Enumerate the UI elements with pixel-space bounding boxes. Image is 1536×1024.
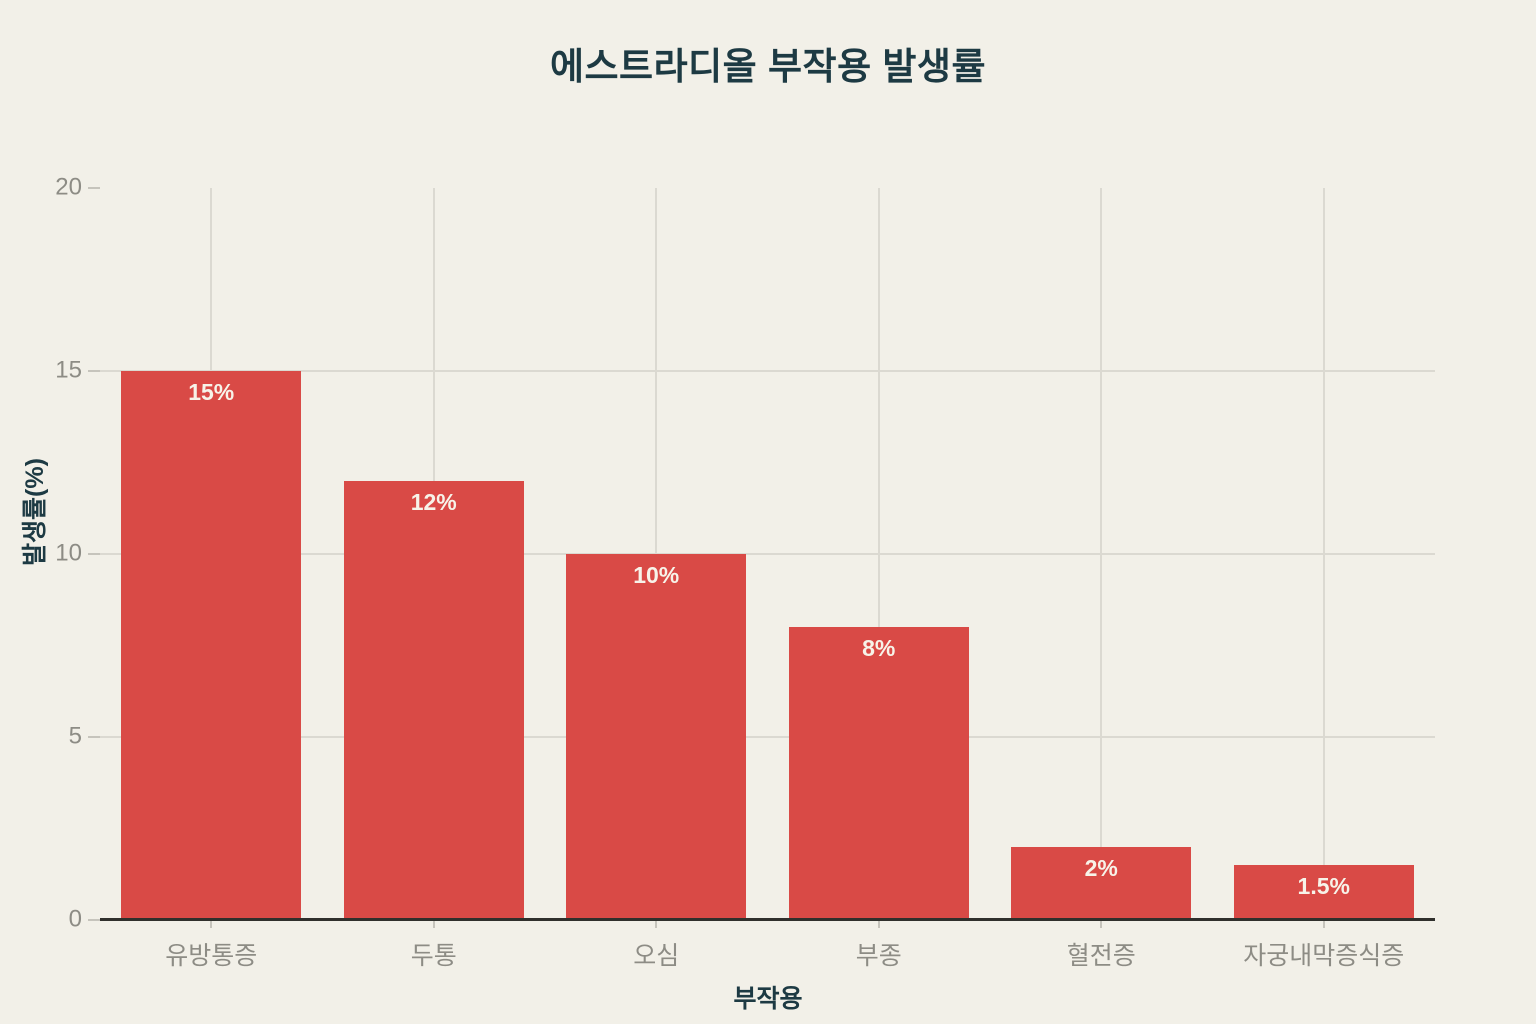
y-tick-mark: [88, 370, 100, 372]
bar-value-label: 8%: [862, 635, 896, 662]
bar-value-label: 15%: [188, 379, 235, 405]
bar-value-label: 10%: [633, 562, 680, 588]
horizontal-gridline: [100, 553, 1435, 555]
y-tick-label: 20: [55, 173, 82, 201]
y-tick-label: 0: [68, 905, 82, 933]
bar: 12%: [343, 480, 524, 920]
bar: 1.5%: [1233, 865, 1414, 920]
y-tick-label: 10: [55, 539, 82, 567]
x-tick-label: 부종: [855, 942, 902, 970]
x-axis-line: [100, 918, 1435, 921]
y-tick-mark: [88, 736, 100, 738]
plot-area: 15% 12% 10% 8% 2% 1.5% 0 5 10 15 20 유방통증 두통 오심 부종 혈전증 자궁…: [55, 173, 1435, 970]
bar-value-label: 1.5%: [1297, 873, 1350, 900]
x-tick-label: 유방통증: [165, 942, 258, 970]
x-tick-label: 두통: [410, 942, 457, 970]
x-tick-mark: [877, 920, 880, 928]
bar: 10%: [566, 554, 747, 920]
chart-title: 에스트라디올 부작용 발생률: [549, 46, 987, 87]
y-tick-mark: [88, 553, 100, 555]
bar-value-label: 12%: [410, 488, 457, 515]
x-axis-title: 부작용: [733, 985, 803, 1013]
y-tick-label: 5: [68, 722, 82, 750]
bar: 15%: [121, 371, 302, 920]
x-tick-label: 자궁내막증식증: [1243, 942, 1405, 970]
x-tick-mark: [1100, 920, 1103, 928]
horizontal-gridline: [100, 370, 1435, 372]
x-tick-label: 혈전증: [1066, 942, 1136, 970]
x-tick-mark: [1322, 920, 1325, 928]
y-tick-mark: [88, 187, 100, 189]
bar-value-label: 2%: [1084, 854, 1118, 881]
y-tick-label: 15: [55, 356, 82, 384]
y-axis-title: 발생률(%): [21, 458, 49, 566]
x-tick-mark: [432, 920, 435, 928]
bar: 2%: [1011, 846, 1192, 920]
y-tick-mark: [88, 919, 100, 921]
x-tick-mark: [655, 920, 658, 928]
horizontal-gridline: [100, 736, 1435, 738]
bar: 8%: [788, 627, 969, 920]
x-tick-mark: [210, 920, 213, 928]
x-tick-label: 오심: [633, 942, 680, 970]
